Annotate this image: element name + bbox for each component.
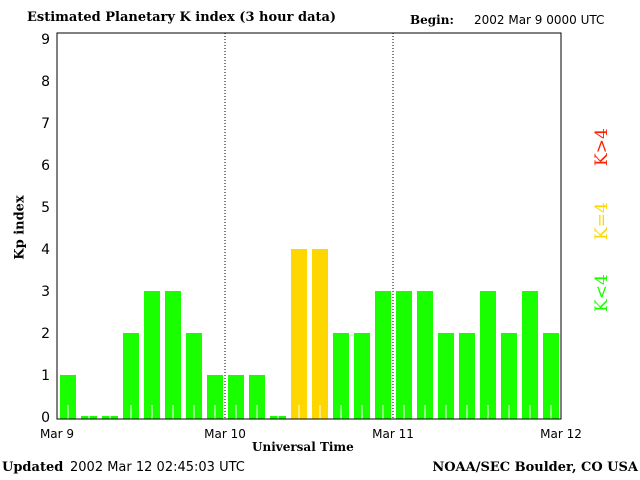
bar (354, 333, 370, 419)
x-tick-label: Mar 10 (204, 427, 246, 441)
bar (228, 375, 244, 419)
credit: NOAA/SEC Boulder, CO USA (432, 460, 638, 475)
bar (144, 291, 160, 419)
bar (60, 375, 76, 419)
bar (522, 291, 538, 419)
y-tick-label: 7 (41, 116, 50, 132)
y-tick-label: 4 (41, 242, 50, 258)
y-tick-label: 3 (41, 284, 50, 300)
plot-frame (56, 32, 562, 420)
y-tick-label: 2 (41, 326, 50, 342)
begin-label: Begin: (410, 13, 454, 27)
y-tick-label: 1 (41, 368, 50, 384)
bar (165, 291, 181, 419)
y-tick-label: 0 (41, 410, 50, 426)
chart-title: Estimated Planetary K index (3 hour data… (27, 10, 337, 25)
bar (249, 375, 265, 419)
updated-value: 2002 Mar 12 02:45:03 UTC (70, 460, 245, 475)
begin-value: 2002 Mar 9 0000 UTC (474, 13, 605, 27)
bar (480, 291, 496, 419)
bar (207, 375, 223, 419)
x-tick-label: Mar 11 (372, 427, 414, 441)
y-tick-label: 8 (41, 74, 50, 90)
updated-label: Updated (2, 460, 64, 475)
x-tick-label: Mar 9 (40, 427, 74, 441)
bar (417, 291, 433, 419)
x-tick-label: Mar 12 (540, 427, 582, 441)
bar (312, 249, 328, 419)
y-tick-label: 6 (41, 158, 50, 174)
x-axis-label: Universal Time (252, 440, 354, 454)
bar (375, 291, 391, 419)
y-tick-label: 5 (41, 200, 50, 216)
bar (501, 333, 517, 419)
bar (438, 333, 454, 419)
bar (291, 249, 307, 419)
bar (186, 333, 202, 419)
bar (333, 333, 349, 419)
bar (123, 333, 139, 419)
bar (396, 291, 412, 419)
bar (459, 333, 475, 419)
bar (543, 333, 559, 419)
y-tick-label: 9 (41, 32, 50, 48)
